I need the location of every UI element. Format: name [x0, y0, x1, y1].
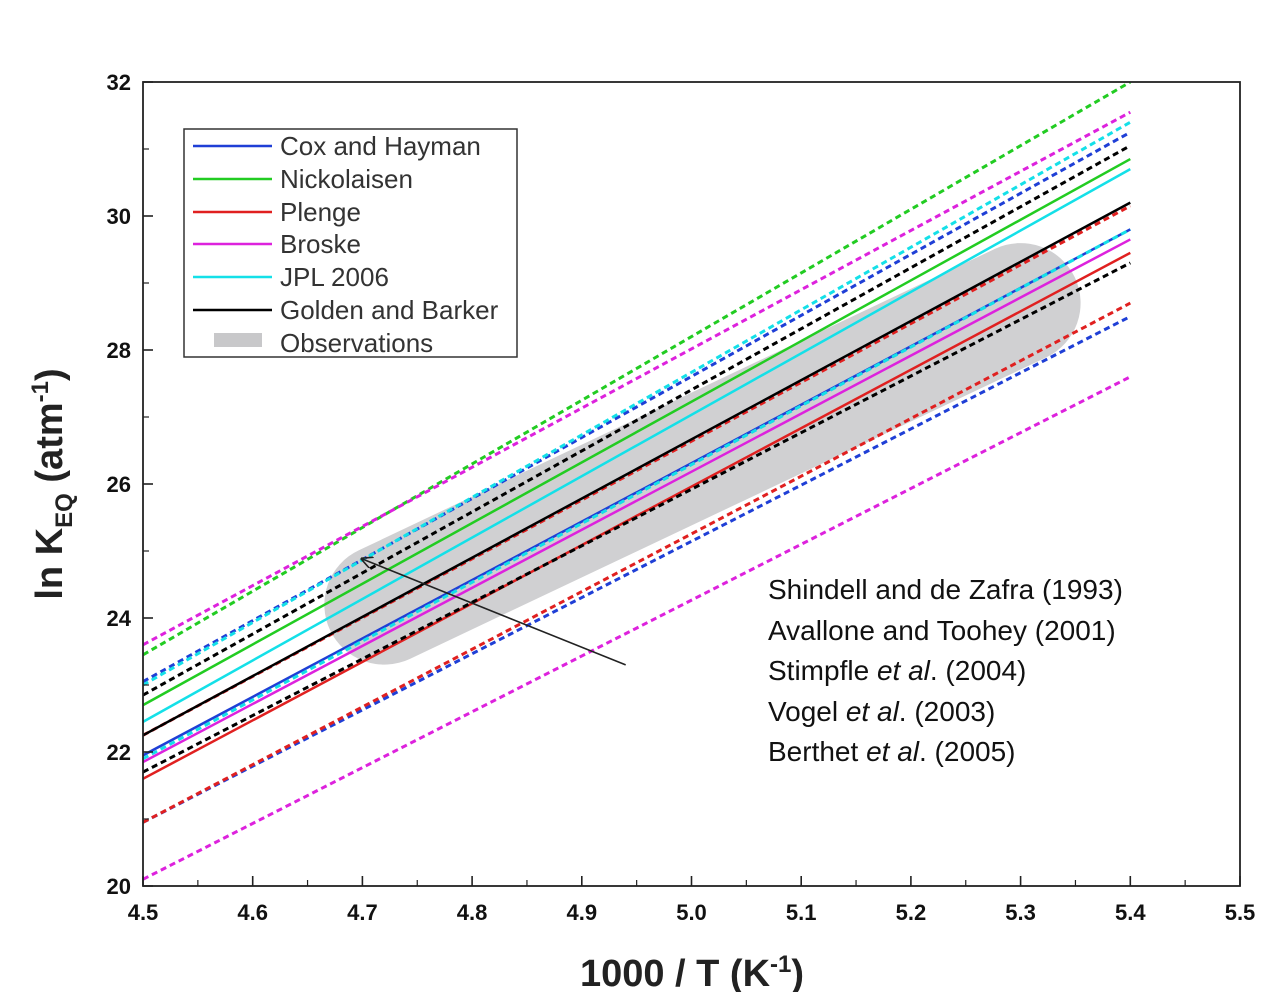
y-tick-label: 30: [107, 204, 131, 229]
legend: Cox and Hayman Nickolaisen Plenge Broske…: [183, 128, 518, 358]
series-jpl-2006-bound-2: [143, 228, 1132, 761]
series-broske-bound-2: [143, 375, 1131, 881]
series-golden-and-barker-line: [143, 201, 1131, 737]
y-tick-label: 24: [107, 606, 132, 631]
series-golden-and-barker-bound-1: [143, 144, 1132, 697]
annotation-line-5: Berthet et al. (2005): [768, 736, 1016, 767]
x-tick-label: 5.1: [786, 900, 817, 925]
series-layer: [143, 82, 1132, 881]
legend-label-nickolaisen: Nickolaisen: [280, 164, 413, 194]
legend-label-broske: Broske: [280, 229, 361, 259]
series-jpl-2006-line: [143, 168, 1131, 723]
x-tick-label: 4.8: [457, 900, 488, 925]
y-tick-label: 20: [107, 874, 131, 899]
y-tick-label: 32: [107, 70, 131, 95]
series-cox-and-hayman-bound-1: [143, 130, 1132, 683]
annotation-text: Shindell and de Zafra (1993) Avallone an…: [768, 574, 1123, 767]
x-tick-label: 5.0: [676, 900, 707, 925]
series-cox-and-hayman-bound-2: [143, 315, 1131, 824]
annotation-arrow: [362, 559, 626, 666]
y-axis-title: ln KEQ (atm-1): [27, 368, 78, 599]
y-tick-label: 26: [107, 472, 131, 497]
legend-label-jpl-2006: JPL 2006: [280, 262, 389, 292]
series-plenge-line: [143, 251, 1131, 780]
x-tick-label: 4.6: [237, 900, 268, 925]
x-axis: 4.5 4.6 4.7 4.8 4.9 5.0 5.1 5.2 5.3 5.4 5.5: [128, 876, 1256, 925]
annotation-line-1: Shindell and de Zafra (1993): [768, 574, 1123, 605]
legend-swatch-observations: [214, 333, 262, 347]
x-tick-label: 4.7: [347, 900, 378, 925]
x-tick-label: 4.9: [567, 900, 598, 925]
x-tick-label: 4.5: [128, 900, 159, 925]
x-tick-label: 5.5: [1225, 900, 1256, 925]
annotation-line-2: Avallone and Toohey (2001): [768, 615, 1116, 646]
legend-label-cox-hayman: Cox and Hayman: [280, 131, 481, 161]
series-nickolaisen-bound-1: [143, 82, 1132, 657]
series-broske-bound-1: [143, 110, 1132, 647]
x-tick-label: 5.3: [1005, 900, 1036, 925]
y-tick-label: 28: [107, 338, 131, 363]
legend-label-golden-barker: Golden and Barker: [280, 295, 499, 325]
legend-label-observations: Observations: [280, 328, 433, 358]
x-tick-label: 5.2: [896, 900, 927, 925]
series-golden-and-barker-bound-2: [143, 261, 1131, 774]
annotation-line-4: Vogel et al. (2003): [768, 696, 995, 727]
series-plenge-bound-2: [143, 301, 1131, 824]
annotation-line-3: Stimpfle et al. (2004): [768, 655, 1026, 686]
y-tick-label: 22: [107, 740, 131, 765]
x-tick-label: 5.4: [1115, 900, 1146, 925]
x-axis-title: 1000 / T (K-1): [580, 951, 804, 992]
y-axis: 20 22 24 26 28 30 32: [107, 70, 153, 899]
series-nickolaisen-line: [143, 157, 1131, 707]
series-broske-line: [143, 238, 1131, 764]
series-plenge-bound-1: [143, 204, 1132, 737]
legend-label-plenge: Plenge: [280, 197, 361, 227]
